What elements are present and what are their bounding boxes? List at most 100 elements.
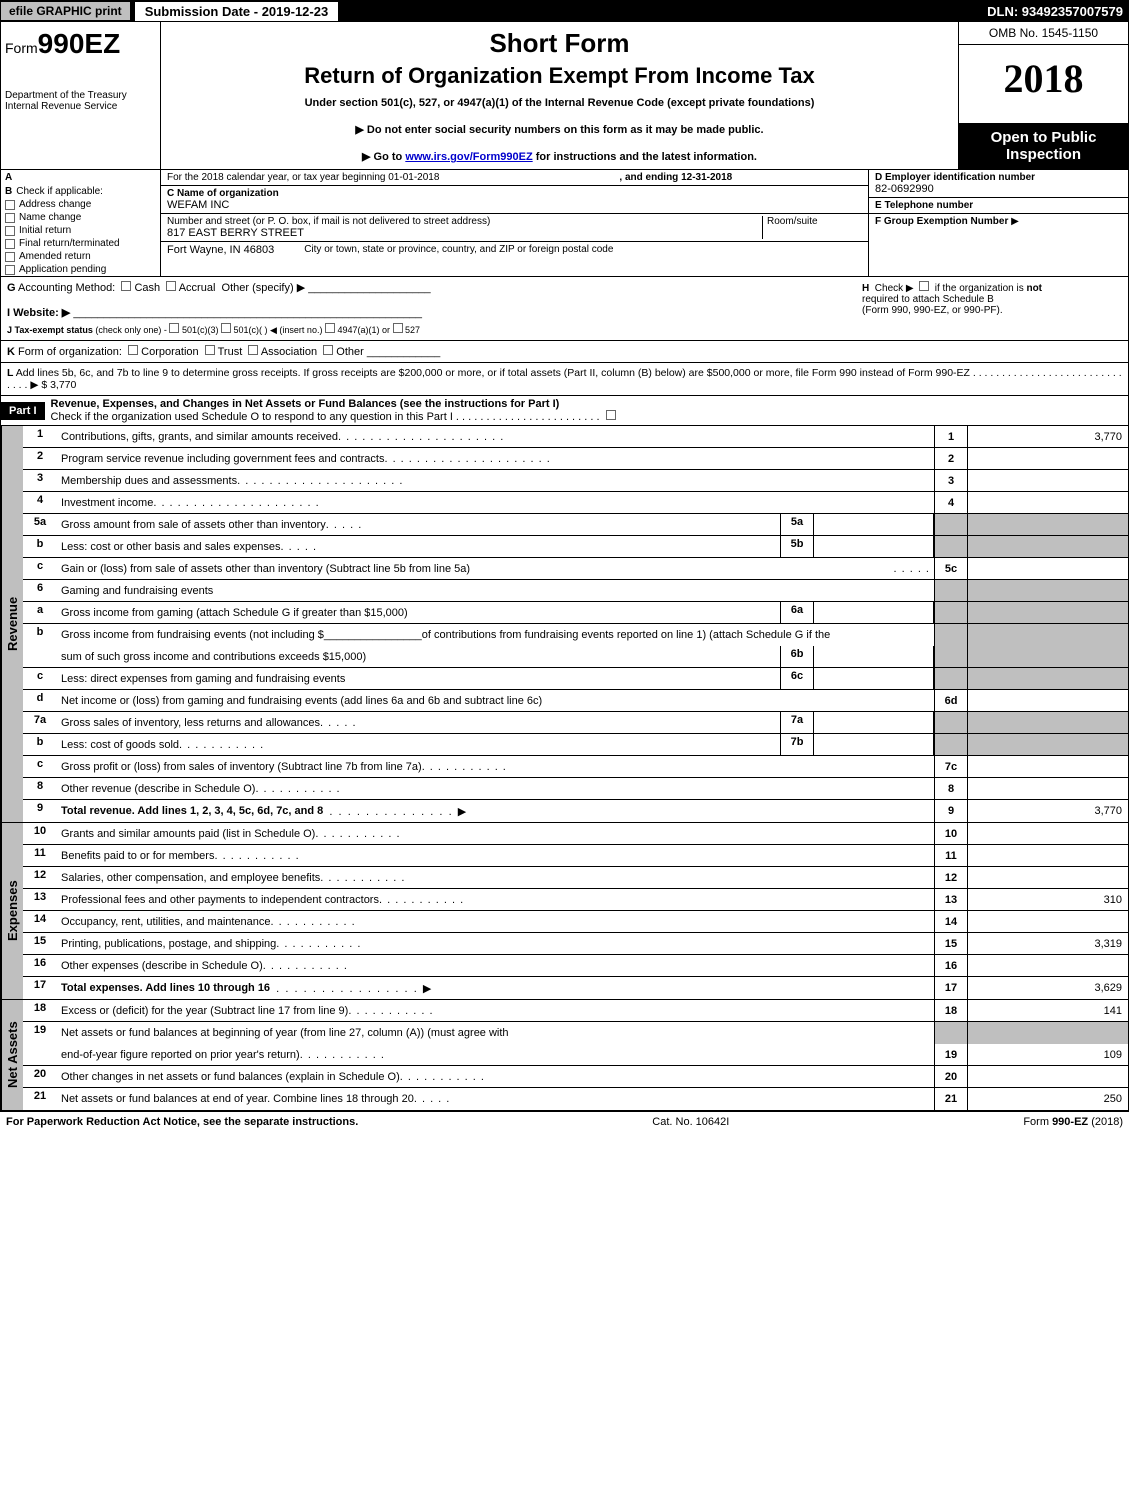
rnum: 20 bbox=[934, 1066, 968, 1087]
addr-label: Number and street (or P. O. box, if mail… bbox=[167, 216, 762, 227]
ldesc: Gross income from fundraising events (no… bbox=[57, 624, 934, 646]
rnum: 11 bbox=[934, 845, 968, 866]
ldesc: Gross sales of inventory, less returns a… bbox=[57, 712, 780, 733]
rnum: 3 bbox=[934, 470, 968, 491]
netassets-lines: 18 Excess or (deficit) for the year (Sub… bbox=[23, 1000, 1128, 1110]
k-trust: Trust bbox=[218, 346, 243, 358]
inspection-label: Inspection bbox=[965, 146, 1122, 163]
omb-number: OMB No. 1545-1150 bbox=[959, 22, 1128, 45]
l9-desc: Total revenue. Add lines 1, 2, 3, 4, 5c,… bbox=[61, 805, 323, 817]
rnum: 13 bbox=[934, 889, 968, 910]
checkbox-icon[interactable] bbox=[919, 281, 929, 291]
city-value: Fort Wayne, IN 46803 bbox=[167, 244, 274, 256]
footer-right: Form 990-EZ (2018) bbox=[1023, 1116, 1123, 1128]
dln-label: DLN: 93492357007579 bbox=[987, 4, 1129, 19]
lnum: 3 bbox=[23, 470, 57, 491]
cb-final-return: Final return/terminated bbox=[1, 237, 160, 250]
accounting-method-label: Accounting Method: bbox=[18, 282, 115, 294]
rnum: 14 bbox=[934, 911, 968, 932]
box-e: E Telephone number bbox=[869, 198, 1128, 214]
ldesc: Net assets or fund balances at beginning… bbox=[57, 1022, 934, 1044]
irs-link[interactable]: www.irs.gov/Form990EZ bbox=[405, 151, 532, 163]
lnum: c bbox=[23, 668, 57, 689]
ldesc: Other expenses (describe in Schedule O) bbox=[57, 955, 934, 976]
lnum: d bbox=[23, 690, 57, 711]
lnum: a bbox=[23, 602, 57, 623]
revenue-section: Revenue 1 Contributions, gifts, grants, … bbox=[0, 426, 1129, 823]
checkbox-icon[interactable] bbox=[5, 213, 15, 223]
checkbox-icon[interactable] bbox=[248, 345, 258, 355]
ldesc: Gross income from gaming (attach Schedul… bbox=[57, 602, 780, 623]
sub-val bbox=[814, 536, 934, 557]
rnum-shade bbox=[934, 668, 968, 689]
rval bbox=[968, 492, 1128, 513]
ldesc: Benefits paid to or for members bbox=[57, 845, 934, 866]
rnum: 18 bbox=[934, 1000, 968, 1021]
rnum: 17 bbox=[934, 977, 968, 999]
sub-val bbox=[814, 646, 934, 667]
line-a-begin: For the 2018 calendar year, or tax year … bbox=[167, 172, 439, 183]
cb-label: Address change bbox=[19, 199, 91, 210]
column-ab: A B Check if applicable: Address change … bbox=[1, 170, 161, 276]
ein-value: 82-0692990 bbox=[875, 183, 1122, 195]
line-a-ending: , and ending 12-31-2018 bbox=[619, 172, 732, 183]
checkbox-icon[interactable] bbox=[5, 226, 15, 236]
checkbox-icon[interactable] bbox=[323, 345, 333, 355]
j-note: (check only one) - bbox=[95, 325, 167, 335]
line-5a: 5a Gross amount from sale of assets othe… bbox=[23, 514, 1128, 536]
checkbox-icon[interactable] bbox=[221, 323, 231, 333]
rnum: 15 bbox=[934, 933, 968, 954]
rval-shade bbox=[968, 1022, 1128, 1044]
lnum: 15 bbox=[23, 933, 57, 954]
rnum: 1 bbox=[934, 426, 968, 447]
checkbox-icon[interactable] bbox=[169, 323, 179, 333]
ldesc: Less: cost or other basis and sales expe… bbox=[57, 536, 780, 557]
line-20: 20 Other changes in net assets or fund b… bbox=[23, 1066, 1128, 1088]
street-address: 817 EAST BERRY STREET bbox=[167, 227, 762, 239]
checkbox-icon[interactable] bbox=[5, 252, 15, 262]
ldesc: Total revenue. Add lines 1, 2, 3, 4, 5c,… bbox=[57, 800, 934, 822]
sub-num: 5a bbox=[780, 514, 814, 535]
rnum: 8 bbox=[934, 778, 968, 799]
rval-shade bbox=[968, 624, 1128, 646]
ldesc: Salaries, other compensation, and employ… bbox=[57, 867, 934, 888]
checkbox-icon[interactable] bbox=[5, 239, 15, 249]
expenses-section: Expenses 10 Grants and similar amounts p… bbox=[0, 823, 1129, 1000]
footer: For Paperwork Reduction Act Notice, see … bbox=[0, 1111, 1129, 1132]
line-7a: 7a Gross sales of inventory, less return… bbox=[23, 712, 1128, 734]
room-suite-label: Room/suite bbox=[762, 216, 862, 239]
ldesc: Occupancy, rent, utilities, and maintena… bbox=[57, 911, 934, 932]
box-f-label: F Group Exemption Number bbox=[875, 216, 1008, 227]
checkbox-icon[interactable] bbox=[121, 281, 131, 291]
checkbox-icon[interactable] bbox=[5, 265, 15, 275]
rnum: 19 bbox=[934, 1044, 968, 1065]
line-10: 10 Grants and similar amounts paid (list… bbox=[23, 823, 1128, 845]
lnum: b bbox=[23, 624, 57, 646]
checkbox-icon[interactable] bbox=[393, 323, 403, 333]
k-text: Form of organization: bbox=[18, 346, 122, 358]
cb-label: Amended return bbox=[19, 251, 91, 262]
checkbox-icon[interactable] bbox=[128, 345, 138, 355]
rnum: 16 bbox=[934, 955, 968, 976]
rval: 3,770 bbox=[968, 800, 1128, 822]
rval: 109 bbox=[968, 1044, 1128, 1065]
j-4947: 4947(a)(1) or bbox=[337, 325, 390, 335]
box-c-label: C Name of organization bbox=[167, 188, 279, 199]
ldesc: Gaming and fundraising events bbox=[57, 580, 934, 601]
cb-name-change: Name change bbox=[1, 211, 160, 224]
checkbox-icon[interactable] bbox=[166, 281, 176, 291]
column-def: D Employer identification number 82-0692… bbox=[868, 170, 1128, 276]
checkbox-icon[interactable] bbox=[606, 410, 616, 420]
checkbox-icon[interactable] bbox=[5, 200, 15, 210]
line-6: 6 Gaming and fundraising events bbox=[23, 580, 1128, 602]
tax-year: 2018 bbox=[959, 45, 1128, 123]
goto-line: ▶ Go to www.irs.gov/Form990EZ for instru… bbox=[167, 150, 952, 163]
checkbox-icon[interactable] bbox=[325, 323, 335, 333]
cb-label: Application pending bbox=[19, 264, 106, 275]
k-other: Other bbox=[336, 346, 364, 358]
checkbox-icon[interactable] bbox=[205, 345, 215, 355]
rnum-shade bbox=[934, 602, 968, 623]
rnum: 6d bbox=[934, 690, 968, 711]
efile-print-button[interactable]: efile GRAPHIC print bbox=[0, 1, 131, 21]
ldesc: sum of such gross income and contributio… bbox=[57, 646, 780, 667]
